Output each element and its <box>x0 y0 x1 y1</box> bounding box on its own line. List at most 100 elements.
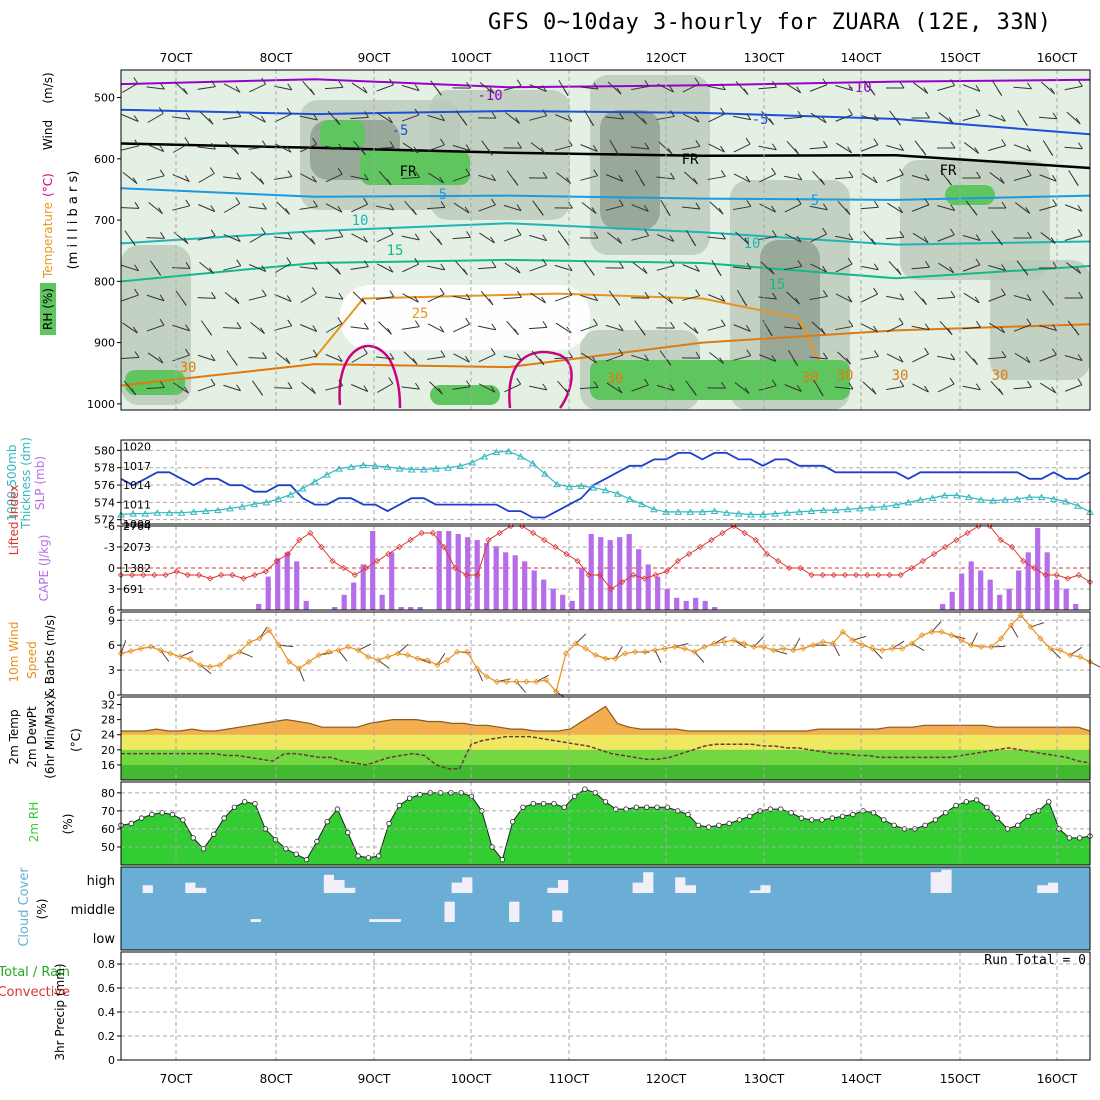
cloud-high-bar <box>621 867 633 893</box>
wind-barb-flag <box>338 379 344 387</box>
cloud-middle-bar <box>573 893 585 922</box>
li-cape-frame <box>120 525 1091 611</box>
rh-point <box>633 804 640 810</box>
wind-barb-flag <box>617 237 623 244</box>
wind-barb <box>632 262 648 274</box>
wind-barb-flag <box>310 237 316 245</box>
wind-barb <box>912 383 929 393</box>
wind-barb <box>758 354 777 362</box>
wind-barb <box>376 383 394 393</box>
wind-barb-flag <box>898 168 904 176</box>
wind-barb-flag <box>721 232 726 240</box>
li-point <box>273 557 280 565</box>
li-point <box>1020 557 1027 565</box>
y-tick-label: 28 <box>101 714 115 727</box>
wind-barb <box>147 113 164 123</box>
wind-barb-flag <box>793 359 799 366</box>
wind-barb-flag <box>211 292 216 299</box>
wind-barb <box>758 86 777 90</box>
thickness-point <box>359 461 368 469</box>
cape-bar <box>664 588 670 610</box>
wind-barb-flag <box>487 149 493 156</box>
wind-barb-flag <box>491 323 497 331</box>
wind-barb <box>605 324 624 332</box>
cloud-high-bar <box>1068 867 1080 893</box>
cape-bar <box>541 579 547 610</box>
y-tick-label: 50 <box>101 841 115 854</box>
wind-barb-flag <box>491 198 496 206</box>
wind-speed-point <box>839 628 846 635</box>
thickness-point <box>541 470 549 477</box>
wind-barb <box>886 323 904 333</box>
wind-barb-flag <box>466 81 471 89</box>
cape-bar <box>531 570 537 610</box>
wind-barb <box>964 142 979 154</box>
wind-barb-flag <box>158 356 164 364</box>
wind-barb-flag <box>185 324 190 332</box>
isotherm--10 <box>120 78 1091 89</box>
thickness-point <box>734 510 743 517</box>
wind-barb-10m <box>970 632 978 646</box>
cloud-high-bar <box>493 867 505 893</box>
wind-barb <box>861 323 878 333</box>
wind-barb-10m <box>397 643 409 654</box>
rh-point <box>314 838 320 845</box>
wind-barb-flag <box>261 140 267 147</box>
thickness-point <box>165 509 174 516</box>
rh-point <box>520 804 526 810</box>
contour-label: 30 <box>992 368 1009 384</box>
thickness-point <box>226 504 234 512</box>
wind-barb <box>887 202 903 214</box>
wind-barb-flag <box>234 147 239 155</box>
wind-barb-flag <box>567 115 573 122</box>
wind-barb-10m <box>1010 625 1019 638</box>
thickness-point <box>759 511 767 518</box>
wind-barb-flag <box>436 89 442 96</box>
wind-barb-flag <box>643 205 649 212</box>
wind-speed-point <box>276 642 283 649</box>
ylabel-3hr-precip: 3hr Precip (mm) <box>53 963 67 1060</box>
wind-barb <box>452 144 471 152</box>
wind-barb <box>249 233 266 243</box>
li-point <box>1053 571 1060 579</box>
thickness-point <box>214 506 222 514</box>
thickness-point <box>250 500 259 508</box>
wind-barb-flag <box>414 320 420 327</box>
wind-barb-flag <box>999 177 1005 184</box>
li-point <box>986 522 993 530</box>
cape-bar <box>303 600 309 610</box>
contour-label: 25 <box>412 306 429 322</box>
cloud-middle-bar <box>347 893 359 922</box>
wind-barb-flag <box>640 179 646 186</box>
wind-barb <box>352 291 367 305</box>
y-tick-label: 3 <box>108 583 115 596</box>
isotherm-35 <box>338 344 402 409</box>
cloud-high-bar <box>866 867 878 893</box>
rh-point <box>551 801 557 807</box>
wind-speed-point <box>978 643 985 650</box>
li-point <box>596 571 603 579</box>
li-point <box>897 571 904 579</box>
wind-barb-flag <box>1052 261 1058 269</box>
wind-speed-point <box>473 665 481 672</box>
wind-barb <box>453 323 470 333</box>
wind-barb <box>913 82 928 94</box>
wind-barb-flag <box>312 200 318 207</box>
wind-barb-flag <box>285 357 291 364</box>
contour-label: 30 <box>837 368 854 384</box>
thickness-point <box>1049 495 1058 502</box>
wind-barb-flag <box>440 138 445 146</box>
cloud-high-bar <box>781 867 793 893</box>
wind-speed-point <box>612 655 619 662</box>
y-tick-label: 578 <box>94 462 115 475</box>
wind-barb-flag <box>593 294 599 301</box>
thickness-point <box>565 483 574 490</box>
wind-barb-flag <box>847 295 853 303</box>
time-tick-bottom-12OCT: 12OCT <box>646 1072 687 1086</box>
time-tick-bottom-8OCT: 8OCT <box>260 1072 293 1086</box>
wind-barb-flag <box>465 293 471 301</box>
wind-barb <box>835 325 853 331</box>
cloud-middle-bar <box>863 893 876 922</box>
wind-barb-flag <box>644 229 650 236</box>
cloud-high-bar <box>940 867 952 870</box>
